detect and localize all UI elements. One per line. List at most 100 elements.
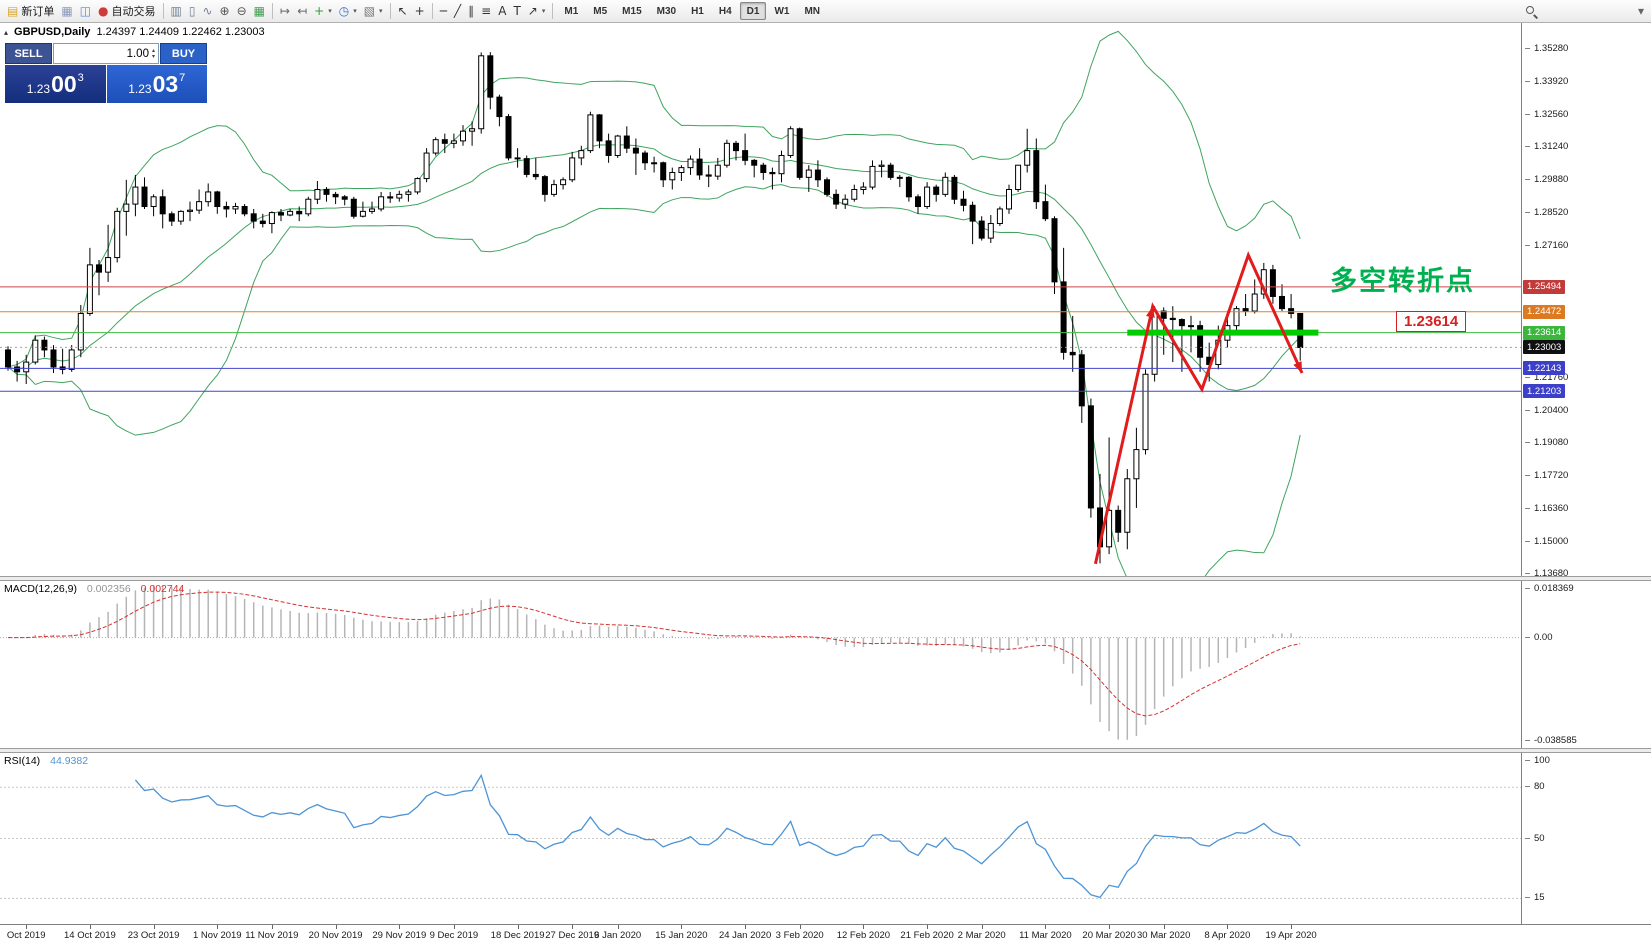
date-tick <box>927 925 929 929</box>
rsi-chart[interactable] <box>0 753 1521 924</box>
arrows-tool-button[interactable]: ↗ ▾ <box>525 2 549 21</box>
date-label: 20 Nov 2019 <box>308 930 363 941</box>
line-chart-button[interactable]: ∿ <box>199 2 215 21</box>
tf-d1-button[interactable]: D1 <box>739 2 767 20</box>
autotrade-icon: ● <box>98 4 109 18</box>
macd-axis-label: 0.00 <box>1525 631 1553 643</box>
ohlc-values: 1.24397 1.24409 1.22462 1.23003 <box>96 26 265 38</box>
price-axis-label: 1.35280 <box>1524 43 1569 54</box>
price-axis-label: 1.20400 <box>1524 404 1569 416</box>
search-button[interactable] <box>1522 2 1541 21</box>
tf-h1-button[interactable]: H1 <box>691 5 704 17</box>
date-tick <box>89 925 91 929</box>
bar-chart-button[interactable]: ▥ <box>168 2 185 21</box>
rsi-axis-label: 50 <box>1525 832 1545 844</box>
price-axis[interactable]: 1.35280 1.33920 1.32560 1.31240 1.29880 1.285… <box>1521 23 1651 924</box>
indicators-button[interactable]: + ▾ <box>311 2 335 21</box>
panel-toggle-icon[interactable]: ▴ <box>4 27 9 37</box>
dropdown-caret-icon: ▾ <box>541 7 546 15</box>
main-chart-panel[interactable]: ▴ GBPUSD,Daily 1.24397 1.24409 1.22462 1… <box>0 23 1521 576</box>
templates-icon: ▧ <box>363 4 376 18</box>
rsi-panel[interactable]: RSI(14) 44.9382 <box>0 753 1521 924</box>
macd-main-value: 0.002356 <box>86 583 131 595</box>
zoom-in-button[interactable]: ⊕ <box>217 2 233 21</box>
channel-tool-button[interactable]: ∥ <box>465 2 477 21</box>
date-tick <box>1045 925 1047 929</box>
volume-input[interactable]: 1.00 ▴ ▾ <box>53 43 159 64</box>
tf-h4-button[interactable]: H4 <box>718 5 732 17</box>
profiles-button[interactable]: ◫ <box>77 2 94 21</box>
chart-window-button[interactable]: ▦ <box>58 2 75 21</box>
price-callout: 1.23614 <box>1396 311 1467 333</box>
candlestick-chart[interactable] <box>0 23 1521 576</box>
crosshair-button[interactable]: + <box>412 2 428 21</box>
tile-windows-button[interactable]: ▦ <box>251 2 268 21</box>
text-tool-button[interactable]: A <box>495 2 509 21</box>
symbol-header: ▴ GBPUSD,Daily 1.24397 1.24409 1.22462 1… <box>4 26 265 38</box>
trendline-tool-button[interactable]: ╱ <box>451 2 464 21</box>
price-axis-label: 1.21760 <box>1524 371 1569 383</box>
macd-chart[interactable] <box>0 581 1521 748</box>
trendline-tool-icon: ╱ <box>453 4 462 18</box>
toolbar-separator <box>552 3 554 19</box>
auto-scroll-icon: ↦ <box>280 4 291 18</box>
zoom-in-icon: ⊕ <box>219 4 230 18</box>
date-label: 23 Oct 2019 <box>127 930 180 941</box>
tf-m15-button[interactable]: M15 <box>622 5 642 17</box>
volume-value: 1.00 <box>126 47 149 60</box>
date-label: 11 Nov 2019 <box>245 930 299 941</box>
date-axis[interactable]: Oct 2019 14 Oct 2019 23 Oct 2019 1 Nov 2019… <box>0 924 1651 944</box>
macd-panel[interactable]: MACD(12,26,9) 0.002356 0.002744 <box>0 581 1521 748</box>
candle-chart-button[interactable]: ▯ <box>186 2 199 21</box>
crosshair-icon: + <box>414 4 425 18</box>
date-label: 19 Apr 2020 <box>1265 930 1317 941</box>
tf-m1-button[interactable]: M1 <box>564 5 579 17</box>
sell-price-big: 00 <box>51 70 77 97</box>
templates-button[interactable]: ▧ ▾ <box>361 2 386 21</box>
new-order-button[interactable]: ▤ 新订单 <box>4 2 57 21</box>
date-label: 20 Mar 2020 <box>1082 930 1136 941</box>
price-axis-label: 1.19080 <box>1524 436 1569 448</box>
date-tick <box>745 925 747 929</box>
date-tick <box>453 925 455 929</box>
zoom-out-button[interactable]: ⊖ <box>234 2 250 21</box>
price-axis-label: 1.32560 <box>1524 109 1569 121</box>
price-tag: 1.24472 <box>1523 304 1566 319</box>
date-label: 27 Dec 2019 <box>545 930 600 941</box>
periods-button[interactable]: ◷ ▾ <box>336 2 360 21</box>
date-tick <box>863 925 865 929</box>
tf-m30-button[interactable]: M30 <box>656 5 677 17</box>
candle-chart-icon: ▯ <box>188 4 196 18</box>
cursor-button[interactable]: ↖ <box>395 2 411 21</box>
bar-chart-icon: ▥ <box>170 4 182 18</box>
panel-separator[interactable] <box>0 576 1651 581</box>
volume-stepper[interactable]: ▴ ▾ <box>151 46 155 60</box>
autotrade-button[interactable]: ● 自动交易 <box>95 2 158 21</box>
fibonacci-tool-button[interactable]: ≡ <box>478 2 494 21</box>
hline-tool-button[interactable]: ─ <box>437 2 450 21</box>
date-label: 29 Nov 2019 <box>372 930 427 941</box>
rsi-label: RSI(14) <box>4 755 41 767</box>
line-chart-icon: ∿ <box>202 4 213 18</box>
price-tag: 1.23003 <box>1523 340 1566 355</box>
buy-button[interactable]: BUY <box>160 43 207 64</box>
autotrade-button-label: 自动交易 <box>111 6 156 18</box>
price-axis-label: 1.16360 <box>1524 502 1569 514</box>
arrows-tool-icon: ↗ <box>527 4 538 18</box>
buy-price-box[interactable]: 1.23 03 7 <box>106 65 207 103</box>
auto-scroll-button[interactable]: ↦ <box>277 2 293 21</box>
panel-separator[interactable] <box>0 748 1651 753</box>
sell-button[interactable]: SELL <box>5 43 52 64</box>
cursor-icon: ↖ <box>397 4 408 18</box>
chart-shift-button[interactable]: ↤ <box>294 2 310 21</box>
toolbar-options-button[interactable]: ▾ <box>1635 2 1647 21</box>
rsi-axis-label: 100 <box>1525 755 1550 766</box>
date-tick <box>617 925 619 929</box>
tf-w1-button[interactable]: W1 <box>774 5 790 17</box>
tf-mn-button[interactable]: MN <box>804 5 821 17</box>
toolbar: ▤ 新订单 ▦ ◫ ● 自动交易 ▥ ▯ ∿ ⊕ ⊖ ▦ ↦ ↤ + ▾ ◷ ▾ ▧ ▾ ↖ + ─ ╱ ∥ ≡ A T ↗ ▾ M1 M5 M… <box>0 0 1651 23</box>
tf-m5-button[interactable]: M5 <box>593 5 608 17</box>
sell-price-box[interactable]: 1.23 00 3 <box>5 65 106 103</box>
date-tick <box>271 925 273 929</box>
label-tool-button[interactable]: T <box>510 2 523 21</box>
